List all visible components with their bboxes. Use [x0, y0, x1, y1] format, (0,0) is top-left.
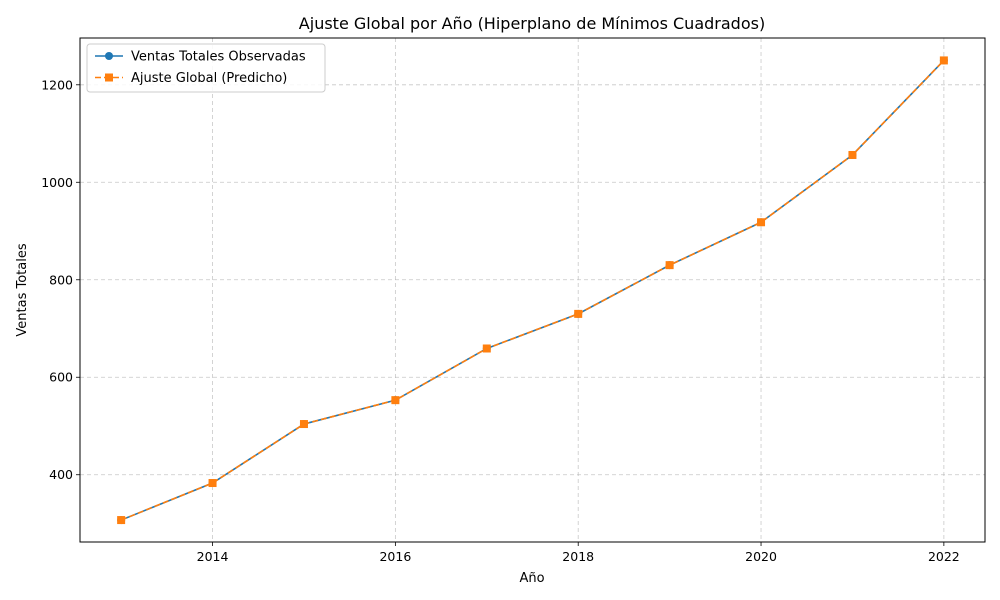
data-point-predicted	[665, 261, 674, 270]
y-tick-label: 1000	[41, 175, 73, 190]
x-tick-label: 2016	[379, 549, 411, 564]
legend-label-predicted: Ajuste Global (Predicho)	[131, 71, 287, 86]
y-tick-label: 1200	[41, 77, 73, 92]
legend-label-observed: Ventas Totales Observadas	[131, 50, 306, 65]
x-tick-label: 2020	[745, 549, 777, 564]
data-point-predicted	[482, 344, 491, 353]
data-point-predicted	[848, 150, 857, 159]
axis-ticks: 2014 2016 2018 2020 2022 400 600 800 1000 1200	[41, 77, 960, 564]
plot-frame	[79, 37, 986, 543]
series-predicted	[117, 56, 948, 525]
x-tick-label: 2018	[562, 549, 594, 564]
data-point-predicted	[939, 56, 948, 65]
y-axis-label: Ventas Totales	[15, 243, 30, 336]
data-point-predicted	[757, 218, 766, 227]
y-tick-label: 800	[49, 272, 73, 287]
legend: Ventas Totales Observadas Ajuste Global (…	[86, 43, 326, 93]
data-point-predicted	[208, 479, 217, 488]
x-tick-label: 2022	[928, 549, 960, 564]
legend-marker-observed	[105, 52, 113, 60]
data-point-predicted	[117, 516, 126, 525]
chart-title: Ajuste Global por Año (Hiperplano de Mín…	[299, 14, 765, 33]
data-point-predicted	[574, 309, 583, 318]
x-tick-label: 2014	[197, 549, 229, 564]
y-tick-label: 400	[49, 467, 73, 482]
series-line-predicted	[120, 59, 945, 521]
data-point-predicted	[299, 420, 308, 429]
y-tick-label: 600	[49, 370, 73, 385]
series-layer	[117, 56, 948, 525]
legend-marker-predicted	[105, 73, 113, 82]
x-axis-label: Año	[519, 571, 544, 586]
data-point-predicted	[391, 396, 400, 405]
legend-box	[86, 43, 326, 93]
